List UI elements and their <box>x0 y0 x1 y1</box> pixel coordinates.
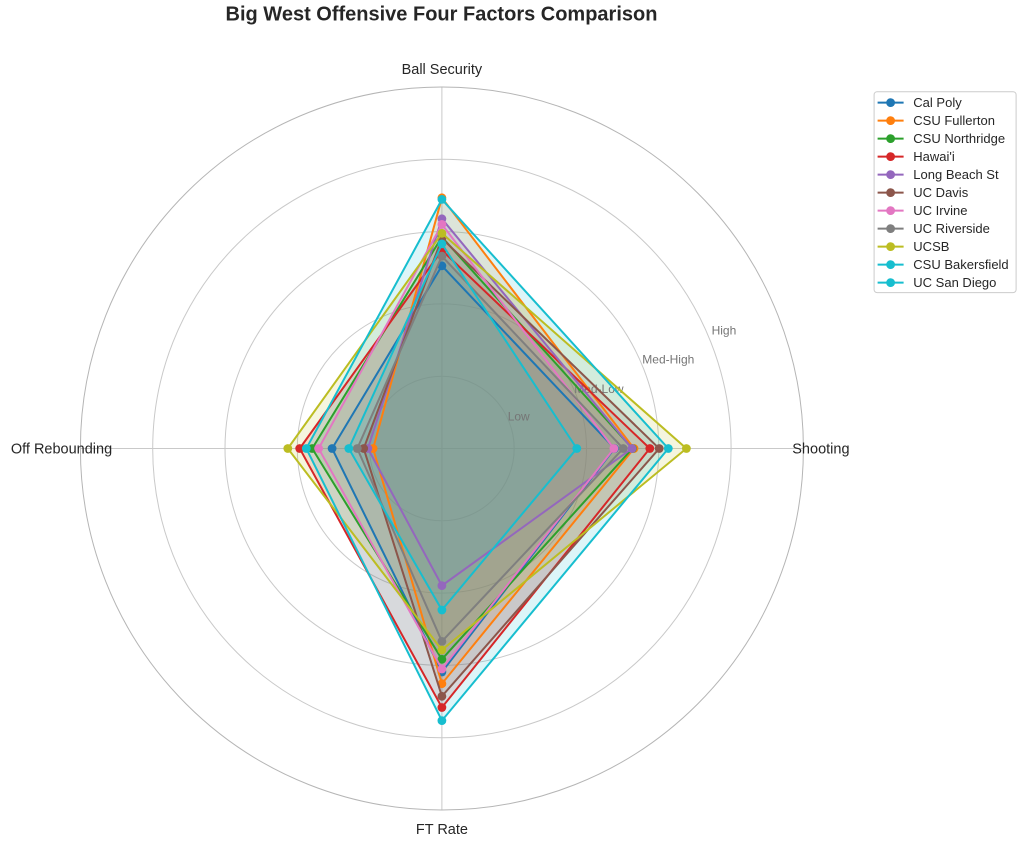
svg-text:FT Rate: FT Rate <box>416 822 468 838</box>
svg-text:Long Beach St: Long Beach St <box>913 167 999 182</box>
svg-text:Shooting: Shooting <box>792 442 849 458</box>
svg-text:UCSB: UCSB <box>913 239 949 254</box>
svg-text:Big West Offensive Four Factor: Big West Offensive Four Factors Comparis… <box>226 4 658 26</box>
svg-text:Off Rebounding: Off Rebounding <box>11 442 112 458</box>
svg-text:High: High <box>712 324 737 338</box>
svg-text:CSU Northridge: CSU Northridge <box>913 131 1005 146</box>
svg-text:UC San Diego: UC San Diego <box>913 275 996 290</box>
svg-text:CSU Bakersfield: CSU Bakersfield <box>913 257 1008 272</box>
svg-text:Ball Security: Ball Security <box>402 62 483 78</box>
svg-text:Med-High: Med-High <box>642 352 694 366</box>
svg-text:UC Riverside: UC Riverside <box>913 221 990 236</box>
svg-text:UC Davis: UC Davis <box>913 185 968 200</box>
svg-text:Hawai'i: Hawai'i <box>913 149 955 164</box>
svg-text:CSU Fullerton: CSU Fullerton <box>913 113 995 128</box>
svg-text:UC Irvine: UC Irvine <box>913 203 967 218</box>
svg-text:Low: Low <box>508 410 530 424</box>
svg-text:Cal Poly: Cal Poly <box>913 95 962 110</box>
